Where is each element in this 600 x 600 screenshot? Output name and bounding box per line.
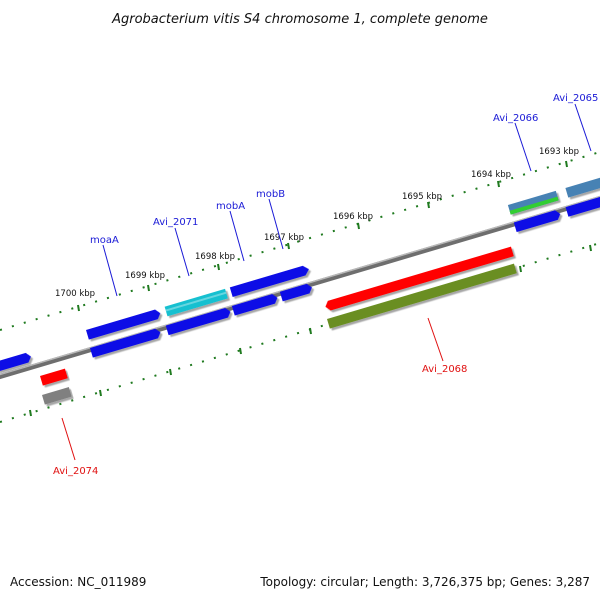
gene-mobA[interactable] [229,264,311,297]
gene-row2-c[interactable] [231,293,279,316]
gene-label-mobA[interactable]: mobA [216,201,245,212]
leader-Avi_2065 [574,103,592,152]
gene-row2-e[interactable] [565,194,600,217]
scale-major-ticks [77,160,568,312]
leader-Avi_2074 [61,417,76,461]
scale-label-1699: 1699 kbp [125,271,165,281]
scale-label-1697: 1697 kbp [264,233,304,243]
gene-Avi_2074-gray[interactable] [42,387,72,405]
gene-label-Avi_2065[interactable]: Avi_2065 [553,93,598,104]
label-leaders [61,103,592,461]
gene-Avi_2068-olive[interactable] [327,263,517,329]
gene-label-Avi_2071[interactable]: Avi_2071 [153,217,198,228]
gene-label-mobB[interactable]: mobB [256,189,285,200]
scale-label-1695: 1695 kbp [402,192,442,202]
track-Avi_2074-gray [42,387,72,405]
gene-label-Avi_2074[interactable]: Avi_2074 [53,466,98,477]
gene-mobB[interactable] [279,283,314,302]
leader-mobB [268,198,284,250]
scale-label-1696: 1696 kbp [333,212,373,222]
accession-text: Accession: NC_011989 [10,575,146,589]
scale-labels: 1700 kbp 1699 kbp 1698 kbp 1697 kbp 1696… [55,147,579,299]
map-title: Agrobacterium vitis S4 chromosome 1, com… [111,12,488,27]
gene-label-moaA[interactable]: moaA [90,235,119,246]
gene-labels: moaA Avi_2071 mobA mobB Avi_2066 Avi_206… [53,93,598,477]
scale-label-1700: 1700 kbp [55,289,95,299]
feature-tracks [0,176,600,405]
leader-Avi_2071 [174,227,190,277]
leader-mobA [229,210,245,262]
leader-Avi_2068 [427,317,444,362]
track-forward-row2 [90,194,600,358]
gene-left-partial[interactable] [0,352,32,372]
gene-Avi_2071[interactable] [164,288,228,317]
scale-label-1698: 1698 kbp [195,252,235,262]
gene-label-Avi_2066[interactable]: Avi_2066 [493,113,538,124]
track-reverse-pseudo [327,263,517,329]
gene-Avi_2065[interactable] [565,176,600,198]
scale-label-1693: 1693 kbp [539,147,579,157]
track-left-partial [0,352,32,372]
gene-moaA[interactable] [86,308,162,340]
leader-moaA [102,244,118,297]
gene-label-Avi_2068[interactable]: Avi_2068 [422,364,467,375]
gene-Avi_2066-green [509,196,559,215]
gene-Avi_2074[interactable] [40,368,68,386]
track-reverse-rna [324,246,514,312]
track-Avi_2074 [40,368,68,386]
gene-row2-b[interactable] [165,307,232,336]
scale-track-outer [0,151,600,331]
track-forward-outer [86,176,600,340]
leader-Avi_2066 [514,122,532,172]
scale-label-1694: 1694 kbp [471,170,511,180]
gene-Avi_2068[interactable] [324,246,514,312]
gene-moaA-row2[interactable] [90,328,162,358]
gene-row2-d[interactable] [513,209,562,233]
topology-text: Topology: circular; Length: 3,726,375 bp… [259,575,590,589]
